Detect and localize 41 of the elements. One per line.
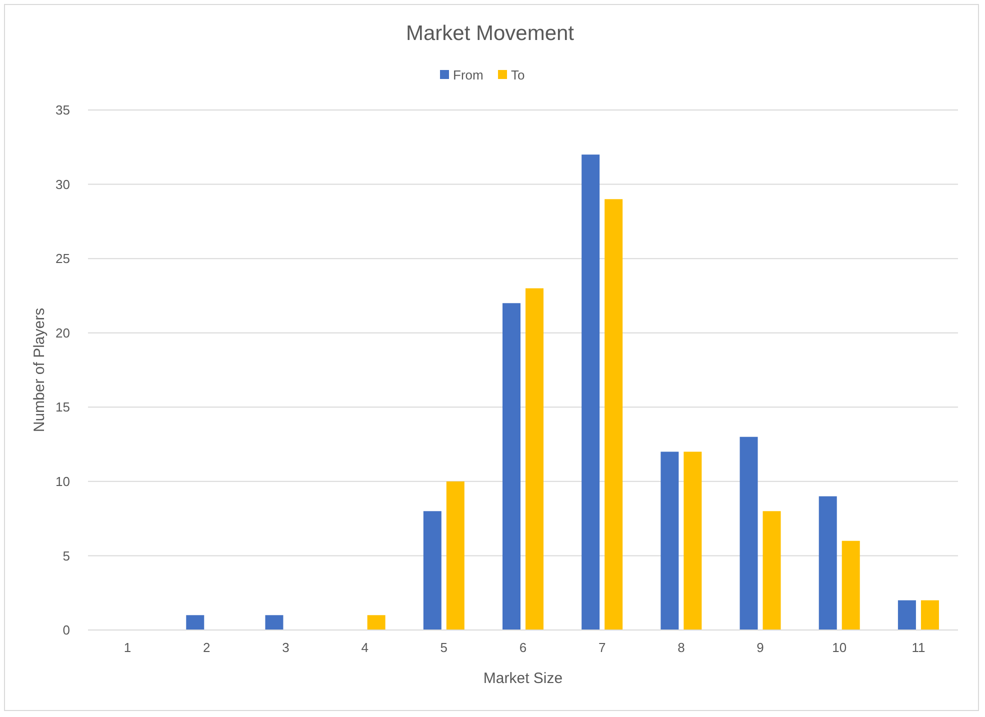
bar bbox=[684, 452, 702, 630]
bar bbox=[920, 600, 939, 630]
legend-label: To bbox=[511, 68, 525, 83]
y-tick-label: 35 bbox=[56, 102, 70, 118]
bar bbox=[582, 154, 600, 630]
x-tick-label: 11 bbox=[912, 640, 926, 655]
bar bbox=[818, 496, 837, 630]
legend-label: From bbox=[453, 68, 484, 83]
bar bbox=[265, 615, 284, 630]
bar bbox=[604, 199, 623, 630]
y-tick-label: 10 bbox=[56, 474, 70, 489]
x-tick-label: 5 bbox=[440, 640, 448, 655]
bar bbox=[740, 436, 758, 630]
x-tick-label: 8 bbox=[678, 640, 685, 655]
bar bbox=[423, 511, 442, 630]
bar bbox=[842, 540, 860, 630]
x-tick-label: 9 bbox=[756, 640, 764, 655]
x-tick-label: 3 bbox=[282, 640, 290, 655]
y-tick-label: 0 bbox=[62, 622, 70, 638]
x-tick-label: 2 bbox=[203, 640, 210, 655]
bar bbox=[502, 303, 520, 630]
x-tick-label: 1 bbox=[124, 640, 132, 655]
x-tick-label: 4 bbox=[361, 640, 368, 655]
bar bbox=[762, 511, 781, 630]
y-axis-title: Number of Players bbox=[31, 308, 48, 432]
y-tick-label: 5 bbox=[62, 548, 70, 564]
bar bbox=[660, 452, 679, 630]
bar bbox=[367, 615, 386, 630]
chart-title: Market Movement bbox=[406, 22, 574, 45]
x-tick-label: 7 bbox=[598, 640, 606, 655]
bar bbox=[186, 615, 204, 630]
x-tick-label: 6 bbox=[519, 640, 527, 655]
x-axis-title: Market Size bbox=[483, 670, 563, 687]
bar bbox=[898, 600, 916, 630]
y-tick-label: 20 bbox=[56, 325, 70, 340]
y-tick-label: 15 bbox=[56, 400, 70, 415]
bar bbox=[446, 481, 464, 630]
bar bbox=[526, 288, 544, 630]
y-tick-label: 25 bbox=[56, 251, 70, 266]
x-tick-label: 10 bbox=[832, 640, 847, 655]
y-tick-label: 30 bbox=[56, 176, 70, 192]
